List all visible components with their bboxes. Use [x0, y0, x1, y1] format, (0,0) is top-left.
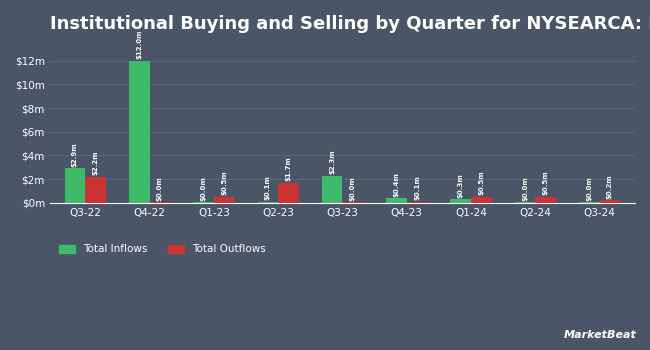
Text: $12.0m: $12.0m — [136, 30, 142, 59]
Bar — [515, 202, 536, 203]
Bar — [386, 198, 407, 203]
Text: $0.5m: $0.5m — [543, 171, 549, 195]
Text: $2.9m: $2.9m — [72, 142, 78, 167]
Bar — [343, 202, 363, 203]
Text: $0.0m: $0.0m — [201, 176, 207, 201]
Bar — [536, 197, 556, 203]
Text: $0.0m: $0.0m — [350, 176, 356, 201]
Text: $0.0m: $0.0m — [522, 176, 528, 201]
Bar — [471, 197, 491, 203]
Text: $0.4m: $0.4m — [393, 172, 400, 197]
Text: $0.3m: $0.3m — [458, 173, 463, 198]
Text: $0.0m: $0.0m — [586, 176, 592, 201]
Legend: Total Inflows, Total Outflows: Total Inflows, Total Outflows — [55, 240, 270, 258]
Text: $0.5m: $0.5m — [478, 171, 484, 195]
Bar — [85, 177, 106, 203]
Text: $0.1m: $0.1m — [414, 175, 420, 200]
Bar — [322, 176, 343, 203]
Bar — [407, 202, 427, 203]
Bar — [278, 183, 299, 203]
Bar — [150, 202, 170, 203]
Text: $0.5m: $0.5m — [221, 171, 227, 195]
Text: $2.3m: $2.3m — [329, 149, 335, 174]
Bar — [600, 201, 620, 203]
Bar — [257, 202, 278, 203]
Text: $1.7m: $1.7m — [285, 156, 291, 181]
Bar — [129, 61, 150, 203]
Text: $0.0m: $0.0m — [157, 176, 162, 201]
Text: $2.2m: $2.2m — [92, 151, 99, 175]
Bar — [64, 168, 85, 203]
Text: Institutional Buying and Selling by Quarter for NYSEARCA: FM: Institutional Buying and Selling by Quar… — [50, 15, 650, 33]
Bar — [193, 202, 214, 203]
Text: $0.2m: $0.2m — [607, 174, 613, 199]
Text: $0.1m: $0.1m — [265, 175, 271, 200]
Bar — [214, 197, 235, 203]
Bar — [450, 199, 471, 203]
Text: MarketBeat: MarketBeat — [564, 329, 637, 340]
Bar — [579, 202, 600, 203]
